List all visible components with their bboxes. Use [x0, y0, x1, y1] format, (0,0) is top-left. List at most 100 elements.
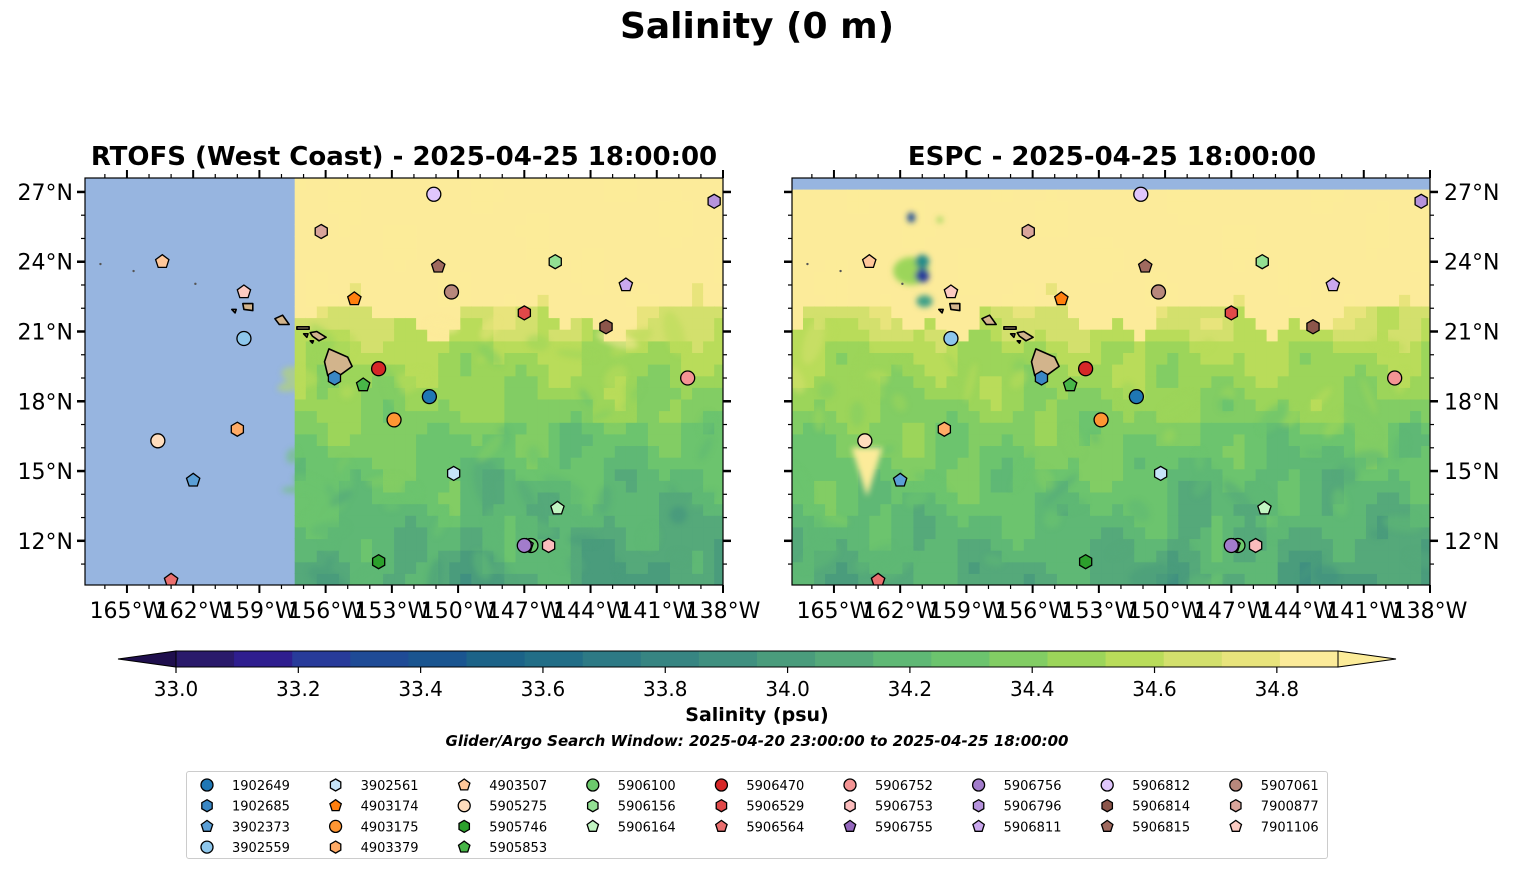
island-niihau: [938, 308, 944, 314]
field-cell: [349, 352, 362, 365]
field-cell: [1410, 573, 1422, 585]
field-cell: [625, 352, 638, 365]
field-cell: [349, 364, 362, 377]
field-cell: [880, 294, 892, 307]
field-cell: [394, 329, 406, 342]
eddy: [1109, 543, 1131, 558]
field-cell: [1090, 212, 1102, 226]
field-cell: [1410, 561, 1422, 574]
field-cell: [1233, 236, 1246, 249]
field-cell: [1410, 259, 1422, 272]
field-cell: [659, 526, 671, 540]
field-cell: [515, 212, 528, 226]
field-cell: [1056, 329, 1069, 342]
field-cell: [625, 445, 638, 458]
field-cell: [636, 189, 649, 202]
field-cell: [946, 468, 959, 481]
field-cell: [1421, 294, 1430, 307]
field-cell: [493, 178, 505, 191]
field-cell: [1310, 387, 1323, 400]
eddy: [1313, 564, 1340, 585]
field-cell: [548, 329, 561, 342]
field-cell: [880, 387, 892, 400]
field-cell: [957, 352, 970, 365]
field-cell: [1079, 352, 1091, 365]
field-cell: [361, 340, 373, 353]
field-cell: [1233, 259, 1246, 272]
field-cell: [659, 387, 671, 400]
field-cell: [913, 398, 925, 412]
field-cell: [1112, 282, 1124, 295]
field-cell: [647, 364, 660, 377]
field-cell: [670, 445, 682, 458]
field-cell: [935, 410, 948, 423]
field-cell: [792, 503, 804, 516]
field-cell: [1410, 492, 1422, 505]
field-cell: [1123, 410, 1135, 423]
field-cell: [913, 503, 925, 516]
field-cell: [990, 364, 1003, 377]
field-cell: [394, 503, 406, 516]
field-cell: [1321, 201, 1334, 214]
field-cell: [1222, 445, 1235, 458]
field-cell: [592, 480, 605, 493]
field-cell: [1377, 526, 1389, 540]
field-cell: [1233, 433, 1246, 446]
field-cell: [394, 422, 406, 435]
field-cell: [968, 201, 981, 214]
field-cell: [361, 387, 373, 400]
field-cell: [383, 189, 395, 202]
field-cell: [548, 410, 561, 423]
salinity-field: [792, 189, 1430, 585]
legend-4903175-circle-marker: [328, 819, 343, 834]
field-cell: [803, 422, 815, 435]
field-cell: [1200, 305, 1212, 319]
field-cell: [814, 259, 826, 272]
field-cell: [559, 340, 572, 353]
field-cell: [1299, 271, 1312, 284]
field-cell: [681, 398, 693, 412]
field-cell: [681, 526, 693, 540]
field-cell: [1045, 317, 1058, 330]
field-cell: [1079, 236, 1091, 249]
field-cell: [1200, 422, 1212, 435]
field-cell: [1399, 294, 1411, 307]
field-cell: [891, 410, 903, 423]
field-cell: [957, 224, 970, 237]
field-cell: [1288, 282, 1301, 295]
eddy: [1405, 550, 1430, 570]
field-cell: [913, 550, 925, 563]
field-cell: [1034, 515, 1047, 528]
field-cell: [1200, 375, 1212, 388]
field-cell: [316, 305, 329, 319]
field-cell: [394, 201, 406, 214]
field-cell: [493, 236, 505, 249]
field-cell: [338, 515, 351, 528]
legend-1902685-hexagon-marker: [201, 798, 213, 813]
field-cell: [1299, 457, 1312, 470]
field-cell: [1200, 398, 1212, 412]
field-cell: [361, 398, 373, 412]
field-cell: [1299, 433, 1312, 446]
field-cell: [1233, 387, 1246, 400]
field-cell: [803, 271, 815, 284]
field-cell: [1045, 236, 1058, 249]
field-cell: [625, 224, 638, 237]
eddy: [1199, 338, 1214, 352]
field-cell: [548, 271, 561, 284]
field-cell: [559, 294, 572, 307]
field-cell: [1332, 259, 1345, 272]
field-cell: [1222, 212, 1235, 226]
field-cell: [592, 212, 605, 226]
field-cell: [979, 538, 992, 551]
float-5905275-circle-marker: [150, 433, 166, 449]
field-cell: [1277, 305, 1290, 319]
eddy: [854, 348, 869, 385]
field-cell: [1012, 236, 1025, 249]
field-cell: [559, 457, 572, 470]
field-cell: [847, 317, 859, 330]
field-cell: [803, 387, 815, 400]
field-cell: [1090, 398, 1102, 412]
legend-label: 4903507: [489, 779, 547, 794]
float-5906796-hexagon-marker: [707, 193, 721, 210]
